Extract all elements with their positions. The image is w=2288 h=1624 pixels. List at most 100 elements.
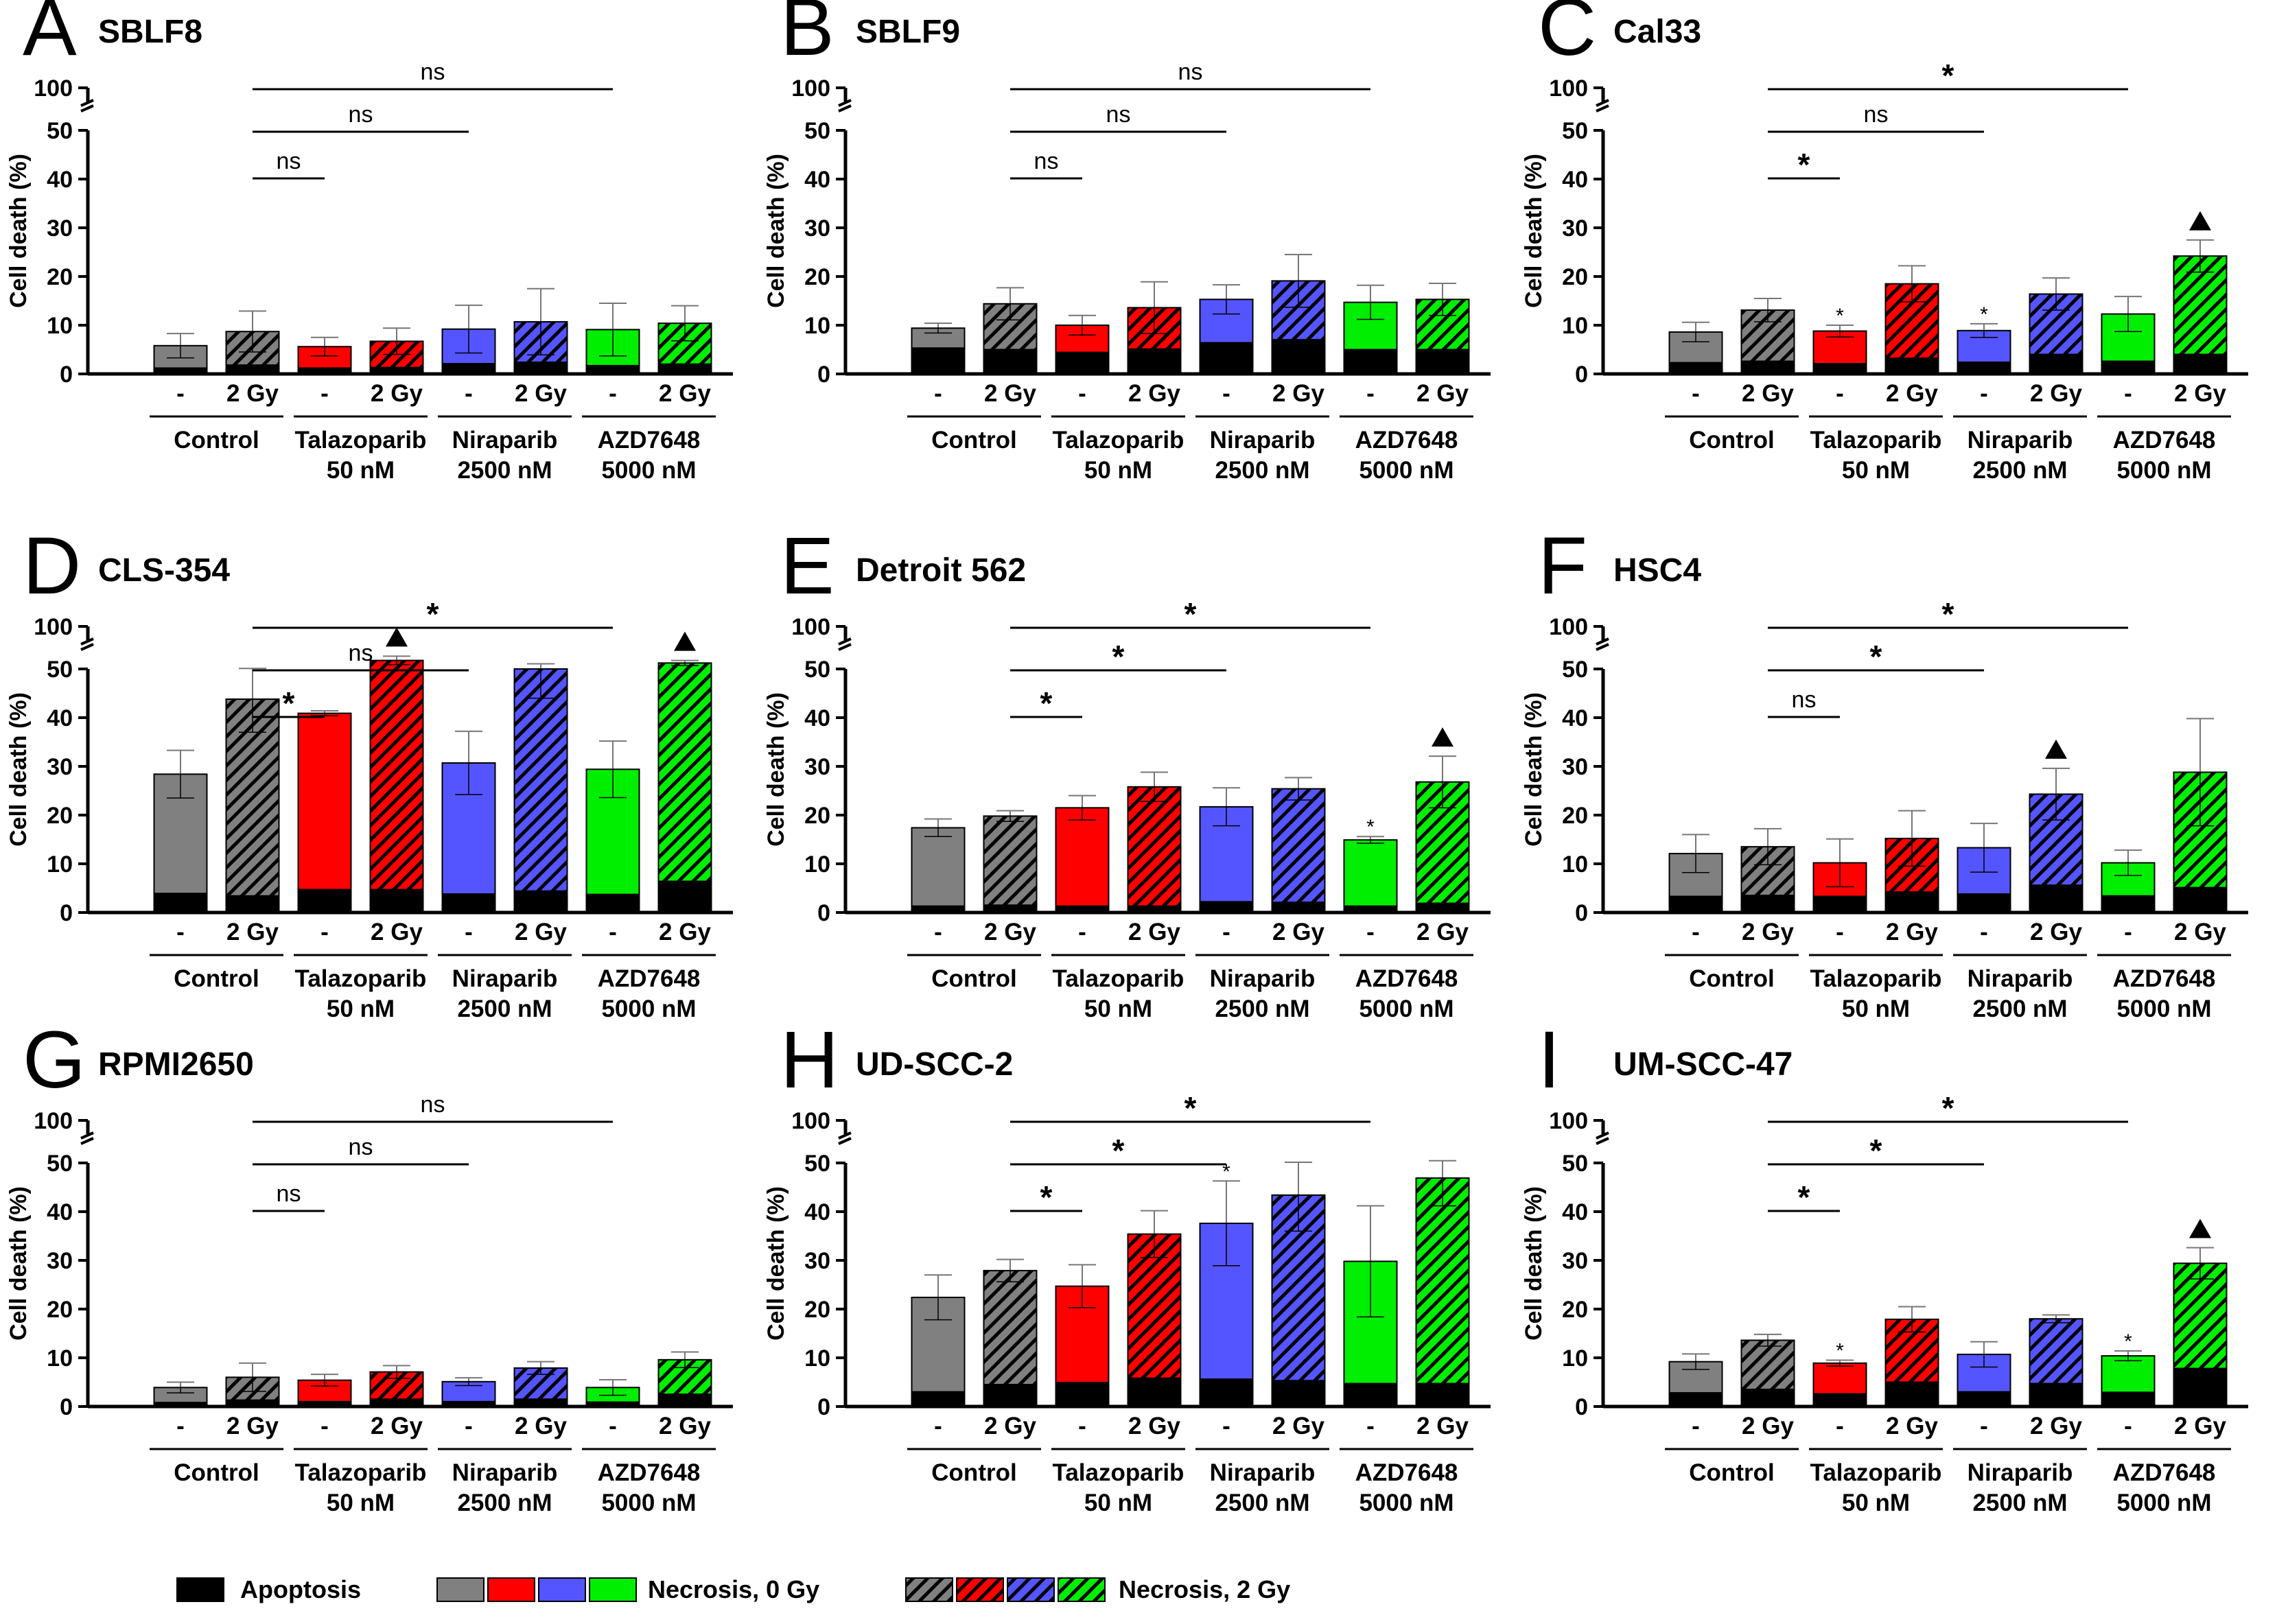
y-tick-label: 100 (791, 1108, 830, 1134)
x-tick-label: 2 Gy (226, 919, 279, 945)
y-tick-label: 30 (804, 1248, 830, 1274)
bar-apoptosis (1740, 1389, 1795, 1408)
group-sublabel: 5000 nM (601, 996, 696, 1022)
y-tick-label: 100 (34, 1108, 73, 1134)
significance-label: ns (1178, 59, 1203, 85)
bar-necrosis (1415, 1177, 1470, 1385)
x-tick-label: 2 Gy (1742, 380, 1794, 407)
group-label-azd7648: AZD7648 (598, 427, 701, 454)
y-tick-label: 30 (47, 1248, 73, 1274)
panel-title: UD-SCC-2 (856, 1046, 1013, 1083)
y-tick-label: 30 (1562, 754, 1588, 780)
y-axis-label: Cell death (%) (5, 1186, 32, 1341)
group-label-niraparib: Niraparib (452, 1459, 558, 1486)
bar-apoptosis (225, 1399, 280, 1408)
bar-apoptosis (1127, 348, 1182, 375)
x-tick-label: - (1692, 919, 1700, 945)
y-tick-label: 100 (34, 75, 73, 102)
y-tick-label: 40 (47, 1199, 73, 1225)
panel-title: SBLF8 (98, 14, 202, 50)
x-tick-label: - (1692, 380, 1700, 407)
y-tick-label: 50 (47, 657, 73, 683)
significance-star: * (427, 596, 439, 632)
y-tick-label: 10 (804, 851, 830, 878)
x-tick-label: 2 Gy (1886, 919, 1938, 945)
bar-apoptosis (1812, 895, 1867, 913)
y-tick-label: 40 (1562, 705, 1588, 731)
bar-apoptosis (369, 366, 424, 375)
bar-apoptosis (153, 367, 208, 375)
bar-apoptosis (911, 905, 966, 914)
y-tick-label: 100 (791, 614, 830, 640)
panel-letter: B (780, 0, 834, 73)
group-sublabel: 50 nM (1842, 1490, 1910, 1516)
group-sublabel: 50 nM (1084, 1490, 1152, 1516)
bar-apoptosis (1343, 905, 1398, 914)
bar-apoptosis (983, 1384, 1038, 1408)
x-tick-label: 2 Gy (1416, 380, 1469, 407)
x-tick-label: 2 Gy (659, 380, 711, 407)
x-tick-label: 2 Gy (1128, 1413, 1180, 1439)
bar-apoptosis (1127, 1377, 1182, 1407)
group-label-control: Control (174, 1459, 259, 1486)
bar-apoptosis (2101, 1391, 2156, 1408)
x-tick-label: 2 Gy (371, 1413, 423, 1439)
y-tick-label: 0 (817, 900, 830, 926)
bar-apoptosis (2101, 360, 2156, 375)
bar-necrosis (1127, 1233, 1182, 1379)
panel-i: I UM-SCC-47 0 10 20 30 40 50 100 Cell death (%) - 2… (1521, 1015, 2248, 1516)
bar-apoptosis (513, 1398, 568, 1407)
x-tick-label: - (2124, 1413, 2132, 1439)
x-tick-label: 2 Gy (371, 380, 423, 407)
group-sublabel: 5000 nM (601, 457, 696, 484)
bar-apoptosis (1343, 349, 1398, 375)
panel-e: E Detroit 562 0 10 20 30 40 50 100 Cell death (%)… (763, 521, 1491, 1022)
triangle-marker-icon (2189, 1219, 2211, 1238)
significance-star: * (1870, 639, 1882, 674)
legend-necrosis-0gy-swatch (487, 1577, 535, 1602)
significance-label: ns (1034, 148, 1059, 174)
significance-label: ns (349, 1134, 373, 1160)
y-tick-label: 40 (47, 167, 73, 193)
y-tick-label: 10 (1562, 851, 1588, 878)
triangle-marker-icon (1432, 727, 1454, 747)
y-tick-label: 10 (47, 313, 73, 339)
panel-letter: G (23, 1015, 86, 1105)
group-sublabel: 2500 nM (457, 996, 552, 1022)
x-tick-label: - (934, 919, 942, 945)
legend-necrosis-0gy-swatch (538, 1577, 586, 1602)
x-tick-label: 2 Gy (1272, 380, 1324, 407)
x-tick-label: - (609, 380, 617, 407)
group-label-niraparib: Niraparib (1968, 1459, 2073, 1486)
x-tick-label: 2 Gy (226, 1413, 279, 1439)
x-tick-label: - (609, 1413, 617, 1439)
x-tick-label: - (934, 380, 942, 407)
bar-necrosis (1127, 786, 1182, 907)
x-tick-label: - (465, 1413, 473, 1439)
significance-star: * (1798, 1179, 1810, 1215)
group-label-control: Control (174, 965, 259, 992)
group-label-azd7648: AZD7648 (598, 1459, 701, 1486)
bar-apoptosis (1884, 357, 1939, 375)
y-axis-label: Cell death (%) (1521, 692, 1547, 847)
group-sublabel: 5000 nM (601, 1490, 696, 1516)
group-sublabel: 5000 nM (2116, 996, 2211, 1022)
x-tick-label: 2 Gy (226, 380, 279, 407)
y-tick-label: 50 (1562, 1151, 1588, 1177)
group-sublabel: 2500 nM (1972, 457, 2067, 484)
x-tick-label: 2 Gy (515, 919, 567, 945)
group-sublabel: 2500 nM (1215, 996, 1309, 1022)
bar-apoptosis (2173, 886, 2228, 914)
group-sublabel: 50 nM (1842, 996, 1910, 1022)
bar-apoptosis (585, 1401, 640, 1407)
group-label-control: Control (1689, 965, 1774, 992)
legend-apoptosis-swatch (176, 1577, 224, 1602)
group-label-talazoparib: Talazoparib (1810, 1459, 1942, 1486)
x-tick-label: - (1222, 919, 1230, 945)
legend-necrosis-0gy-label: Necrosis, 0 Gy (648, 1575, 819, 1603)
x-tick-label: 2 Gy (1742, 919, 1794, 945)
y-tick-label: 20 (1562, 803, 1588, 829)
group-sublabel: 5000 nM (1359, 457, 1454, 484)
x-tick-label: - (1980, 380, 1988, 407)
x-tick-label: - (320, 380, 329, 407)
